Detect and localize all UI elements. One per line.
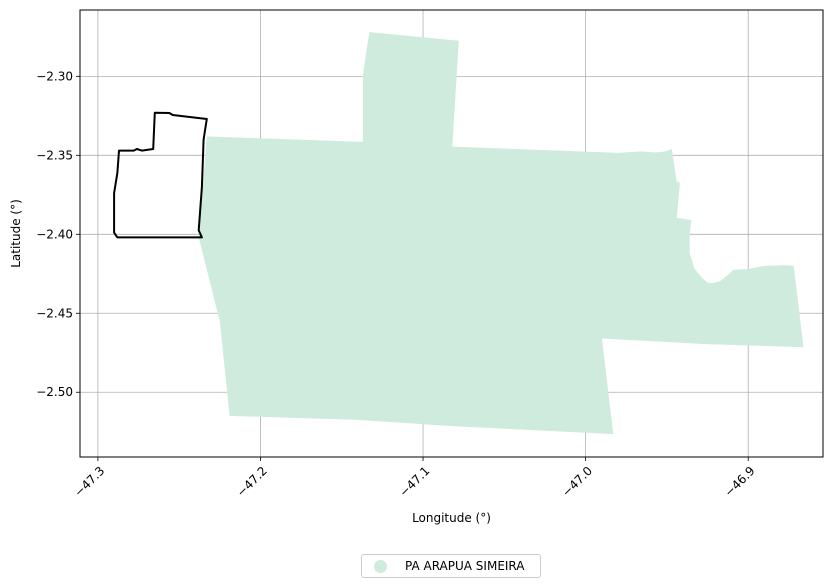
y-tick-label: −2.35 — [36, 148, 73, 162]
x-tick-label: −46.9 — [722, 464, 758, 500]
x-axis-label: Longitude (°) — [412, 511, 491, 525]
polygon-outline-layer — [113, 111, 208, 239]
legend-marker — [374, 559, 387, 573]
y-tick-label: −2.40 — [36, 227, 73, 241]
y-tick-label: −2.50 — [36, 385, 73, 399]
y-tick-label: −2.45 — [36, 306, 73, 320]
y-tick-label: −2.30 — [36, 69, 73, 83]
x-tick-label: −47.0 — [559, 464, 595, 500]
y-axis-label: Latitude (°) — [9, 199, 23, 268]
boundary-outline — [113, 111, 208, 239]
x-ticks: −47.3 −47.2 −47.1 −47.0 −46.9 — [71, 457, 758, 500]
legend-label: PA ARAPUA SIMEIRA — [405, 559, 525, 573]
legend: PA ARAPUA SIMEIRA — [361, 554, 541, 578]
y-ticks: −2.30 −2.35 −2.40 −2.45 −2.50 — [36, 69, 80, 399]
x-tick-label: −47.1 — [397, 464, 433, 500]
x-tick-label: −47.3 — [71, 464, 107, 500]
axes-frame — [79, 9, 824, 458]
x-tick-label: −47.2 — [234, 464, 270, 500]
polygon-fill-layer — [198, 32, 804, 435]
settlement-polygon — [198, 32, 804, 435]
